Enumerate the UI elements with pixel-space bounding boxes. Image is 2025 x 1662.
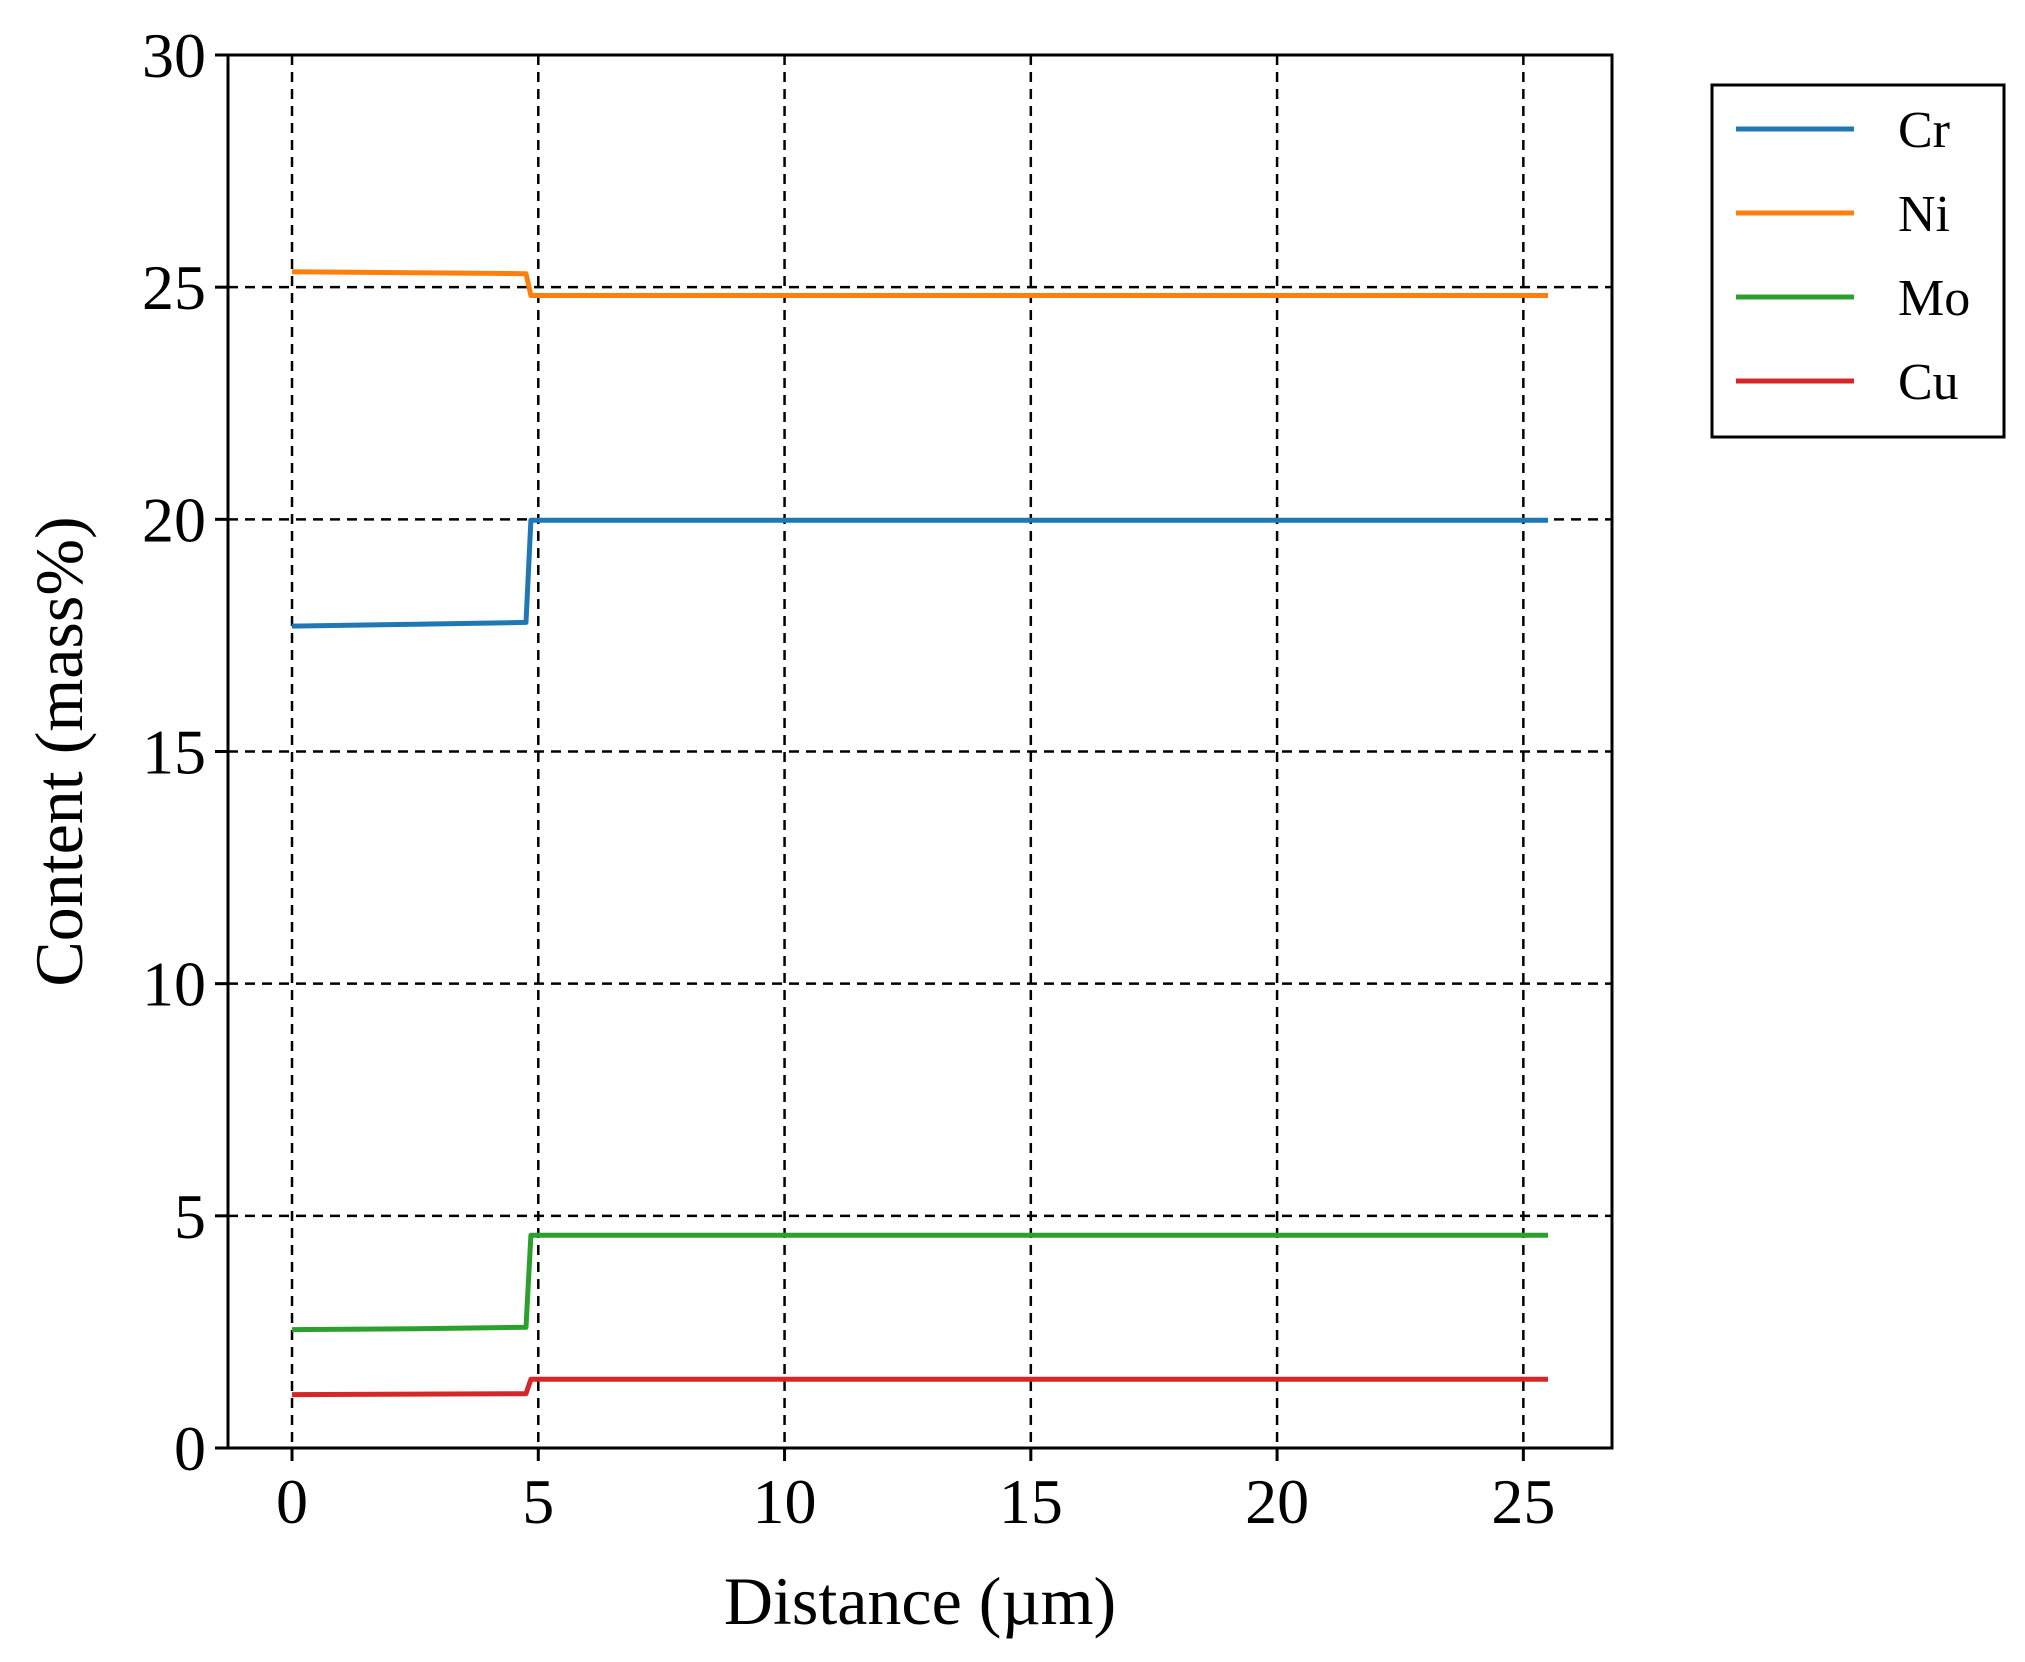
series-line-mo: [291, 1232, 1548, 1333]
ticks: 0 5 10 15 20 25 0 5 10 15 20 25 30: [142, 20, 1555, 1537]
y-axis-label: Content (mass%): [21, 516, 97, 986]
x-tick-label: 20: [1245, 1466, 1309, 1537]
y-tick-label: 20: [142, 484, 206, 555]
x-tick-label: 10: [753, 1466, 817, 1537]
legend-label-mo: Mo: [1898, 270, 1970, 327]
series-line-cu: [291, 1376, 1548, 1398]
series-line-ni: [291, 269, 1548, 298]
x-tick-label: 5: [522, 1466, 554, 1537]
y-tick-label: 5: [174, 1181, 206, 1252]
y-tick-label: 15: [142, 717, 206, 788]
y-tick-label: 30: [142, 20, 206, 91]
series-line-cr: [291, 517, 1548, 629]
y-tick-label: 10: [142, 949, 206, 1020]
x-axis-label: Distance (µm): [724, 1563, 1116, 1639]
y-tick-label: 25: [142, 252, 206, 323]
grid: [228, 55, 1612, 1448]
x-tick-label: 25: [1491, 1466, 1555, 1537]
legend: Cr Ni Mo Cu: [1710, 83, 2006, 439]
x-tick-label: 15: [999, 1466, 1063, 1537]
legend-label-cu: Cu: [1898, 354, 1959, 411]
y-tick-label: 0: [174, 1413, 206, 1484]
legend-label-cr: Cr: [1898, 102, 1950, 159]
legend-label-ni: Ni: [1898, 186, 1950, 243]
x-tick-label: 0: [276, 1466, 308, 1537]
series-layer: [291, 269, 1548, 1398]
legend-frame: [1710, 83, 2006, 439]
